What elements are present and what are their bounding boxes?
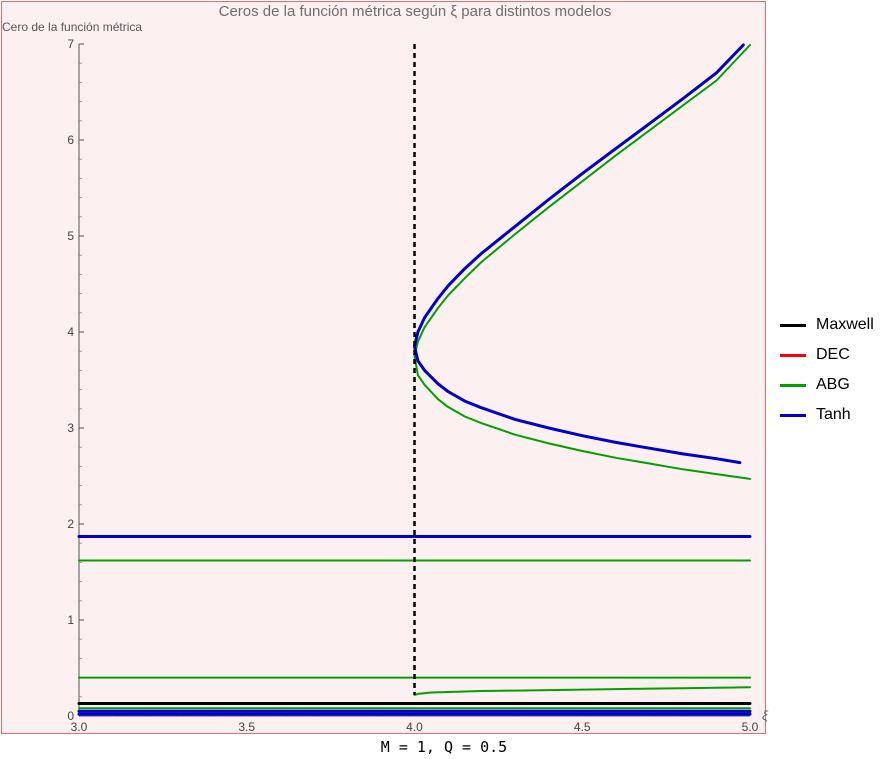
axes: 3.0 3.5 4.0 4.5 5.0 0 1 2 3 4 5 6 7 ξ	[67, 37, 769, 734]
legend-item-tanh: Tanh	[780, 400, 874, 430]
x-tick-label: 5.0	[742, 720, 759, 734]
series-line-tanh-11	[413, 43, 745, 348]
legend: Maxwell DEC ABG Tanh	[780, 310, 874, 430]
y-tick-label: 5	[67, 229, 74, 243]
x-axis-label: ξ	[762, 708, 769, 723]
y-tick-label: 6	[67, 133, 74, 147]
legend-label: Maxwell	[816, 316, 874, 333]
legend-swatch	[780, 383, 806, 387]
y-tick-label: 4	[67, 325, 74, 339]
chart-frame	[1, 1, 766, 734]
series-line-tanh-10	[413, 344, 742, 465]
x-tick-label: 4.0	[406, 720, 423, 734]
series-line-abg-9	[413, 44, 751, 357]
legend-swatch	[780, 323, 806, 327]
parameters-caption: M = 1, Q = 0.5	[380, 738, 508, 756]
y-tick-label: 2	[67, 517, 74, 531]
legend-swatch	[780, 353, 806, 357]
x-tick-label: 4.5	[574, 720, 591, 734]
y-tick-label: 7	[67, 37, 74, 51]
y-tick-label: 3	[67, 421, 74, 435]
x-tick-label: 3.5	[238, 720, 255, 734]
legend-label: ABG	[816, 376, 850, 393]
y-tick-label: 0	[67, 709, 74, 723]
y-tick-label: 1	[67, 613, 74, 627]
x-tick-label: 3.0	[71, 720, 88, 734]
y-axis-label: Cero de la función métrica	[2, 20, 143, 34]
chart-title: Ceros de la función métrica según ξ para…	[218, 3, 612, 20]
series-line-abg-8	[413, 355, 751, 480]
series-line-abg-7	[413, 686, 751, 696]
legend-item-maxwell: Maxwell	[780, 310, 874, 340]
legend-label: DEC	[816, 346, 850, 363]
legend-label: Tanh	[816, 406, 851, 423]
legend-item-dec: DEC	[780, 340, 874, 370]
legend-swatch	[780, 413, 806, 417]
legend-item-abg: ABG	[780, 370, 874, 400]
